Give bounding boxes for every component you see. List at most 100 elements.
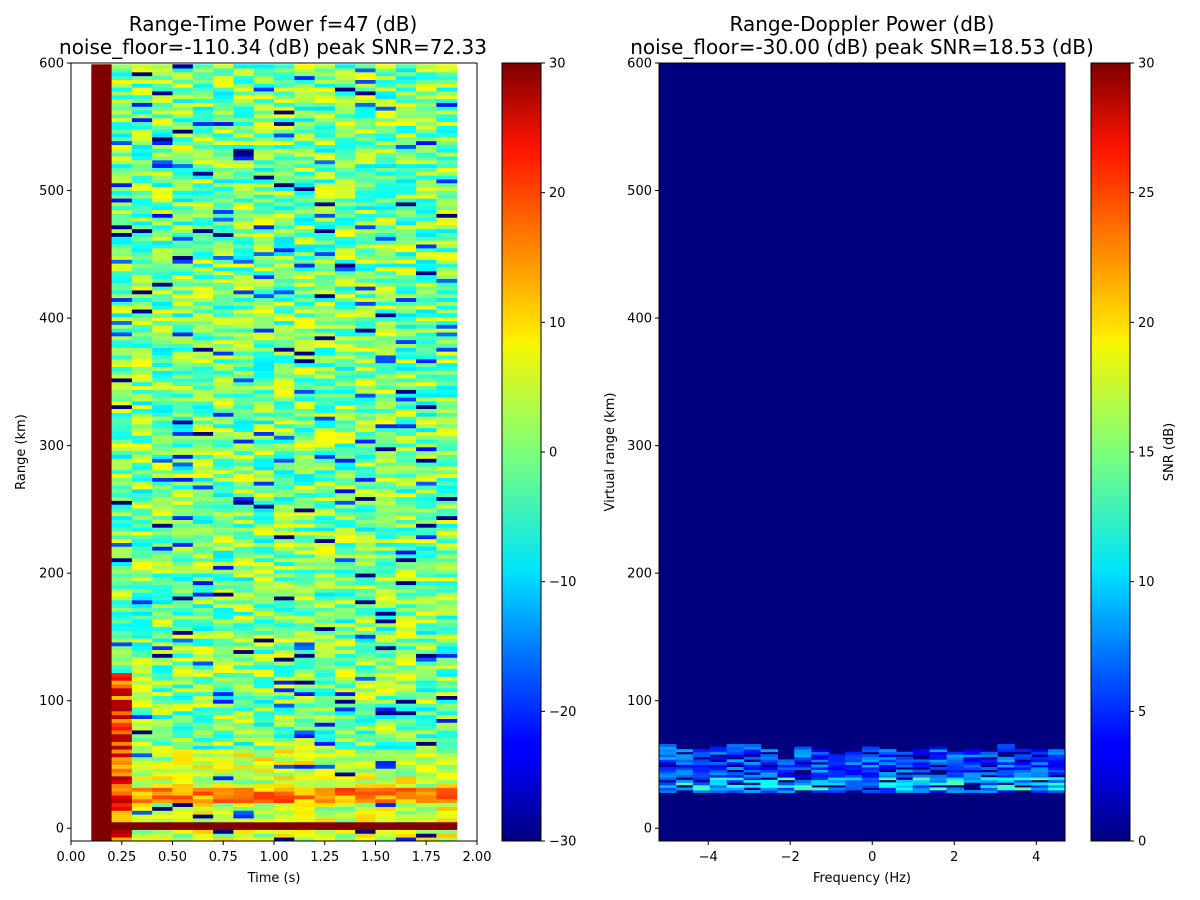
left-y-tick-label: 300 — [39, 439, 64, 454]
heatmap-cell — [111, 791, 133, 796]
heatmap-cell — [375, 328, 397, 333]
heatmap-cell — [1014, 777, 1032, 781]
heatmap-cell — [436, 557, 458, 563]
heatmap-cell — [811, 779, 829, 783]
heatmap-cell — [416, 431, 437, 436]
heatmap-cell — [131, 202, 153, 207]
heatmap-cell — [172, 462, 194, 467]
heatmap-cell — [1048, 787, 1066, 791]
heatmap-cell — [895, 761, 914, 765]
heatmap-cell — [233, 515, 255, 520]
heatmap-cell — [253, 209, 275, 214]
heatmap-cell — [375, 699, 397, 704]
heatmap-cell — [416, 745, 437, 750]
heatmap-cell — [213, 833, 234, 838]
heatmap-cell — [233, 642, 255, 647]
heatmap-cell — [436, 722, 458, 727]
heatmap-cell — [152, 837, 174, 842]
heatmap-cell — [131, 546, 153, 551]
heatmap-cell — [355, 508, 377, 513]
heatmap-cell — [253, 485, 275, 490]
heatmap-cell — [131, 121, 153, 126]
heatmap-cell — [131, 825, 153, 830]
heatmap-cell — [274, 385, 295, 390]
heatmap-cell — [172, 523, 194, 528]
heatmap-cell — [416, 190, 437, 195]
heatmap-cell — [980, 779, 998, 783]
heatmap-cell — [172, 374, 194, 379]
heatmap-cell — [131, 68, 153, 73]
heatmap-cell — [192, 534, 214, 540]
heatmap-cell — [152, 795, 174, 800]
heatmap-cell — [172, 833, 194, 838]
heatmap-cell — [375, 496, 397, 501]
heatmap-cell — [172, 251, 194, 256]
heatmap-cell — [395, 818, 417, 823]
heatmap-cell — [675, 749, 694, 753]
heatmap-cell — [334, 523, 356, 528]
heatmap-cell — [172, 163, 194, 168]
heatmap-cell — [416, 534, 437, 540]
heatmap-cell — [436, 611, 458, 616]
heatmap-cell — [152, 829, 174, 834]
heatmap-cell — [436, 504, 458, 509]
heatmap-cell — [314, 661, 336, 666]
heatmap-cell — [314, 791, 336, 796]
heatmap-cell — [172, 542, 194, 547]
heatmap-cell — [111, 714, 133, 719]
heatmap-cell — [294, 320, 316, 325]
heatmap-cell — [416, 584, 437, 589]
heatmap-cell — [274, 466, 295, 471]
heatmap-cell — [334, 205, 356, 211]
heatmap-cell — [294, 316, 316, 322]
heatmap-cell — [172, 435, 194, 440]
heatmap-cell — [395, 737, 417, 742]
heatmap-cell — [274, 550, 295, 555]
heatmap-cell — [172, 550, 194, 555]
heatmap-cell — [314, 270, 336, 276]
heatmap-cell — [436, 531, 458, 536]
heatmap-cell — [274, 718, 295, 723]
heatmap-cell — [395, 607, 417, 612]
heatmap-cell — [314, 653, 336, 658]
heatmap-cell — [91, 190, 113, 195]
heatmap-cell — [314, 622, 336, 628]
heatmap-cell — [91, 106, 113, 111]
heatmap-cell — [416, 730, 437, 735]
heatmap-cell — [152, 339, 174, 344]
heatmap-cell — [111, 198, 133, 203]
heatmap-cell — [192, 159, 214, 165]
heatmap-cell — [152, 772, 174, 777]
heatmap-cell — [253, 71, 275, 77]
heatmap-cell — [395, 320, 417, 325]
heatmap-cell — [152, 68, 174, 73]
heatmap-cell — [233, 378, 255, 383]
heatmap-cell — [760, 759, 779, 763]
heatmap-cell — [274, 768, 295, 773]
heatmap-cell — [334, 420, 356, 425]
heatmap-cell — [152, 286, 174, 291]
heatmap-cell — [233, 768, 255, 773]
heatmap-cell — [233, 657, 255, 662]
heatmap-cell — [172, 202, 194, 207]
heatmap-cell — [294, 810, 316, 815]
heatmap-cell — [152, 538, 174, 543]
heatmap-cell — [314, 718, 336, 723]
heatmap-cell — [131, 603, 153, 608]
heatmap-cell — [253, 75, 275, 80]
heatmap-cell — [274, 332, 295, 337]
heatmap-cell — [233, 278, 255, 283]
heatmap-cell — [355, 458, 377, 463]
heatmap-cell — [436, 182, 458, 188]
heatmap-cell — [233, 672, 255, 677]
heatmap-cell — [675, 774, 694, 778]
heatmap-cell — [274, 171, 295, 176]
heatmap-cell — [416, 163, 437, 168]
heatmap-cell — [213, 182, 234, 188]
heatmap-cell — [794, 787, 812, 791]
heatmap-cell — [726, 777, 745, 781]
heatmap-cell — [395, 626, 417, 631]
heatmap-cell — [111, 374, 133, 379]
heatmap-cell — [152, 737, 174, 742]
